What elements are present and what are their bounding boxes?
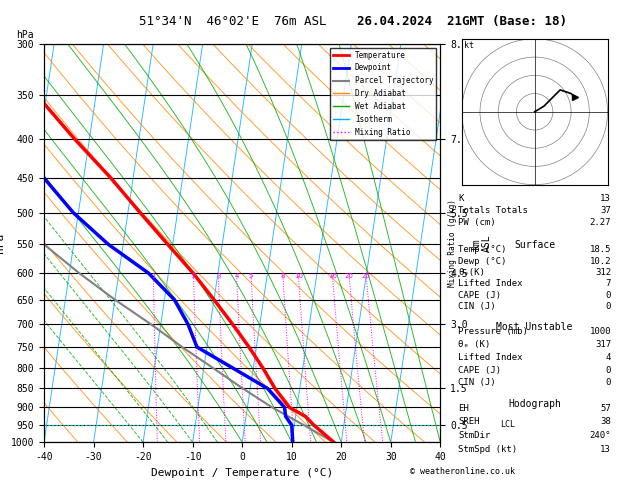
Text: 4: 4: [606, 353, 611, 362]
Text: Surface: Surface: [514, 240, 555, 250]
Text: © weatheronline.co.uk: © weatheronline.co.uk: [410, 467, 515, 476]
Text: 20: 20: [345, 273, 353, 279]
Text: StmDir: StmDir: [458, 432, 491, 440]
Text: 13: 13: [600, 193, 611, 203]
Text: 317: 317: [595, 340, 611, 349]
Text: 18.5: 18.5: [589, 245, 611, 254]
Text: Lifted Index: Lifted Index: [458, 279, 523, 288]
Y-axis label: hPa: hPa: [0, 233, 5, 253]
Text: CIN (J): CIN (J): [458, 379, 496, 387]
Text: 2: 2: [191, 273, 196, 279]
Text: SREH: SREH: [458, 417, 480, 426]
Text: 10: 10: [294, 273, 303, 279]
Text: EH: EH: [458, 403, 469, 413]
Text: Lifted Index: Lifted Index: [458, 353, 523, 362]
Text: 0: 0: [606, 302, 611, 311]
Text: CIN (J): CIN (J): [458, 302, 496, 311]
X-axis label: Dewpoint / Temperature (°C): Dewpoint / Temperature (°C): [151, 468, 333, 478]
Text: 8: 8: [281, 273, 285, 279]
Text: 37: 37: [600, 206, 611, 215]
Text: 13: 13: [600, 445, 611, 454]
Text: 0: 0: [606, 365, 611, 375]
Text: 1000: 1000: [589, 327, 611, 336]
Text: CAPE (J): CAPE (J): [458, 291, 501, 300]
Text: LCL: LCL: [500, 420, 515, 429]
Text: θₑ (K): θₑ (K): [458, 340, 491, 349]
Text: kt: kt: [464, 41, 474, 50]
Text: Temp (°C): Temp (°C): [458, 245, 506, 254]
Text: 0: 0: [606, 291, 611, 300]
Text: Totals Totals: Totals Totals: [458, 206, 528, 215]
Text: 57: 57: [600, 403, 611, 413]
Text: 4: 4: [234, 273, 238, 279]
Text: θₑ(K): θₑ(K): [458, 268, 485, 277]
Text: Hodograph: Hodograph: [508, 399, 561, 409]
Text: PW (cm): PW (cm): [458, 218, 496, 227]
Text: 7: 7: [606, 279, 611, 288]
Text: 312: 312: [595, 268, 611, 277]
Text: K: K: [458, 193, 464, 203]
Text: 240°: 240°: [589, 432, 611, 440]
Text: hPa: hPa: [16, 30, 34, 40]
Text: 16: 16: [328, 273, 337, 279]
Text: 5: 5: [249, 273, 253, 279]
Text: Mixing Ratio (g/kg): Mixing Ratio (g/kg): [448, 199, 457, 287]
Text: 3: 3: [216, 273, 220, 279]
Text: 26.04.2024  21GMT (Base: 18): 26.04.2024 21GMT (Base: 18): [357, 15, 567, 28]
Text: Pressure (mb): Pressure (mb): [458, 327, 528, 336]
Text: StmSpd (kt): StmSpd (kt): [458, 445, 517, 454]
Text: 10.2: 10.2: [589, 257, 611, 266]
Text: 1: 1: [151, 273, 155, 279]
Text: 38: 38: [600, 417, 611, 426]
Text: 2.27: 2.27: [589, 218, 611, 227]
Text: 25: 25: [362, 273, 370, 279]
Text: 0: 0: [606, 379, 611, 387]
Y-axis label: km
ASL: km ASL: [470, 234, 492, 252]
Text: CAPE (J): CAPE (J): [458, 365, 501, 375]
Text: Dewp (°C): Dewp (°C): [458, 257, 506, 266]
Legend: Temperature, Dewpoint, Parcel Trajectory, Dry Adiabat, Wet Adiabat, Isotherm, Mi: Temperature, Dewpoint, Parcel Trajectory…: [330, 48, 437, 139]
Text: 51°34'N  46°02'E  76m ASL: 51°34'N 46°02'E 76m ASL: [139, 15, 326, 28]
Text: Most Unstable: Most Unstable: [496, 322, 573, 332]
